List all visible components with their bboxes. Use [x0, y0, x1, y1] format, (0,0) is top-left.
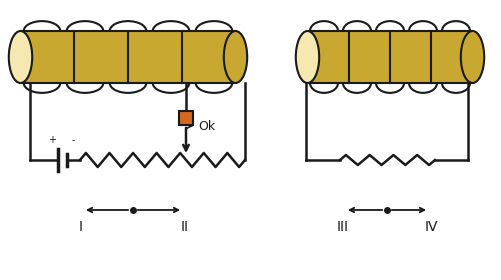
Ellipse shape	[223, 31, 246, 83]
Ellipse shape	[295, 31, 319, 83]
Text: +: +	[48, 135, 56, 145]
Text: III: III	[336, 220, 348, 234]
Text: II: II	[181, 220, 188, 234]
Bar	[307, 31, 471, 83]
Text: IV: IV	[423, 220, 437, 234]
Ellipse shape	[9, 31, 32, 83]
Text: -: -	[71, 135, 75, 145]
Ellipse shape	[460, 31, 483, 83]
Bar	[21, 31, 235, 83]
Text: Ok: Ok	[197, 120, 215, 132]
Text: I: I	[79, 220, 83, 234]
Bar	[179, 111, 192, 125]
